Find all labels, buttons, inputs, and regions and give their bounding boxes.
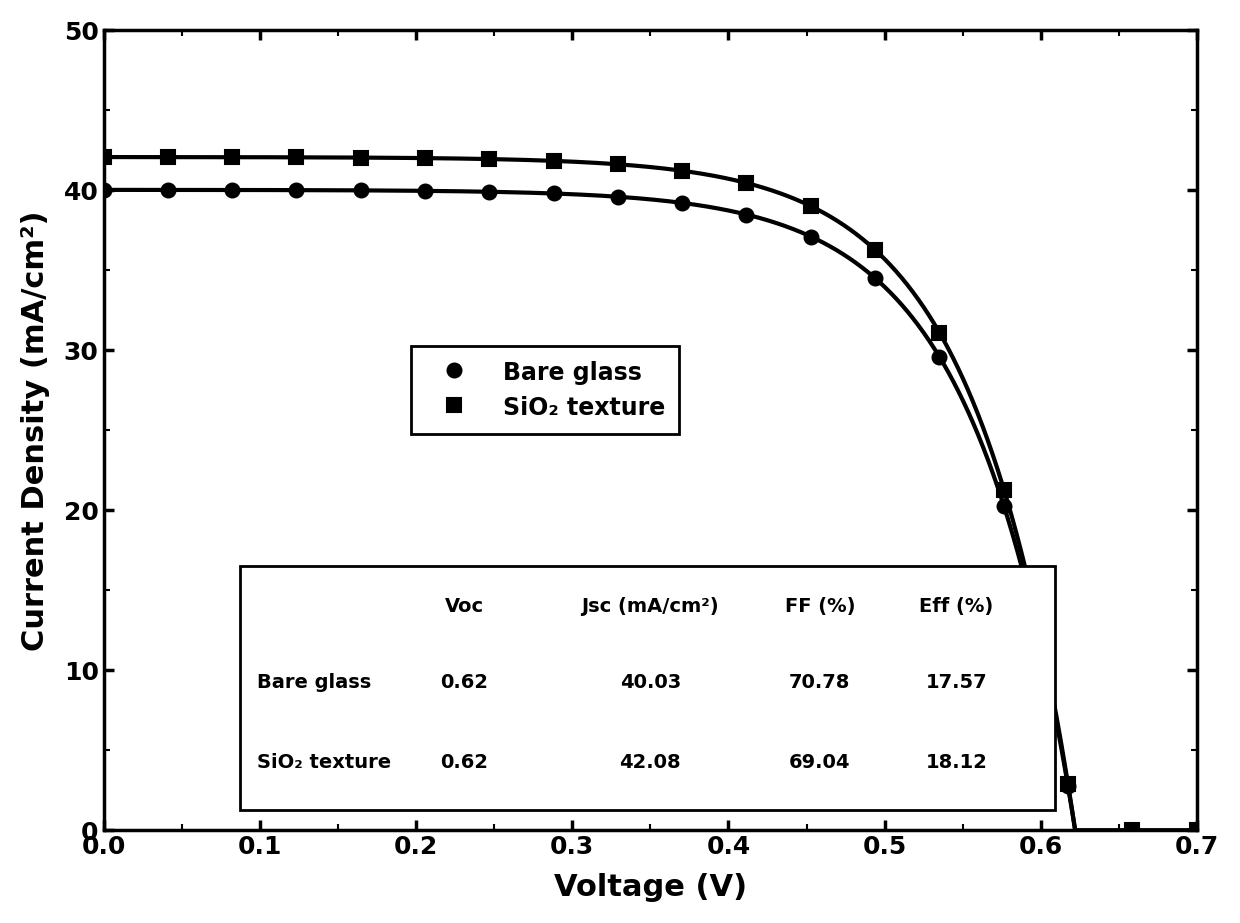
- Bare glass: [353, 185, 368, 196]
- Text: SiO₂ texture: SiO₂ texture: [257, 753, 391, 772]
- Text: Eff (%): Eff (%): [919, 597, 993, 616]
- Line: SiO₂ texture: SiO₂ texture: [97, 150, 1204, 837]
- Bare glass: [160, 185, 175, 196]
- Text: 18.12: 18.12: [925, 753, 987, 772]
- SiO₂ texture: [417, 152, 432, 163]
- Bare glass: [1189, 825, 1204, 836]
- Bare glass: [1125, 825, 1140, 836]
- Bare glass: [739, 209, 754, 220]
- Bare glass: [1060, 781, 1075, 792]
- SiO₂ texture: [610, 159, 625, 170]
- SiO₂ texture: [224, 151, 239, 162]
- Text: 0.62: 0.62: [440, 673, 489, 692]
- Y-axis label: Current Density (mA/cm²): Current Density (mA/cm²): [21, 210, 50, 651]
- Text: 40.03: 40.03: [620, 673, 681, 692]
- Bare glass: [289, 185, 304, 196]
- SiO₂ texture: [997, 484, 1012, 495]
- Text: Voc: Voc: [445, 597, 484, 616]
- SiO₂ texture: [739, 177, 754, 188]
- Bare glass: [997, 500, 1012, 511]
- SiO₂ texture: [868, 245, 883, 256]
- Bare glass: [932, 352, 947, 363]
- SiO₂ texture: [289, 151, 304, 162]
- Line: Bare glass: Bare glass: [97, 183, 1204, 837]
- SiO₂ texture: [1189, 825, 1204, 836]
- Text: 17.57: 17.57: [926, 673, 987, 692]
- SiO₂ texture: [675, 165, 689, 176]
- X-axis label: Voltage (V): Voltage (V): [554, 873, 746, 902]
- SiO₂ texture: [353, 152, 368, 163]
- Text: 70.78: 70.78: [789, 673, 851, 692]
- SiO₂ texture: [482, 153, 497, 164]
- Bare glass: [610, 191, 625, 202]
- Legend: Bare glass, SiO₂ texture: Bare glass, SiO₂ texture: [410, 346, 680, 434]
- Bare glass: [97, 185, 112, 196]
- SiO₂ texture: [1125, 825, 1140, 836]
- Bare glass: [675, 198, 689, 209]
- Bare glass: [868, 273, 883, 284]
- SiO₂ texture: [804, 200, 818, 211]
- Bar: [241, 567, 1055, 810]
- Text: FF (%): FF (%): [785, 597, 856, 616]
- SiO₂ texture: [547, 155, 562, 166]
- Text: 0.62: 0.62: [440, 753, 489, 772]
- Text: 69.04: 69.04: [789, 753, 851, 772]
- Bare glass: [482, 186, 497, 198]
- Text: Jsc (mA/cm²): Jsc (mA/cm²): [582, 597, 719, 616]
- Bare glass: [547, 188, 562, 199]
- Text: 42.08: 42.08: [620, 753, 681, 772]
- SiO₂ texture: [1060, 778, 1075, 789]
- SiO₂ texture: [932, 327, 947, 338]
- Bare glass: [224, 185, 239, 196]
- Text: Bare glass: Bare glass: [257, 673, 371, 692]
- SiO₂ texture: [160, 151, 175, 162]
- Bare glass: [804, 231, 818, 242]
- Bare glass: [417, 186, 432, 197]
- SiO₂ texture: [97, 151, 112, 162]
